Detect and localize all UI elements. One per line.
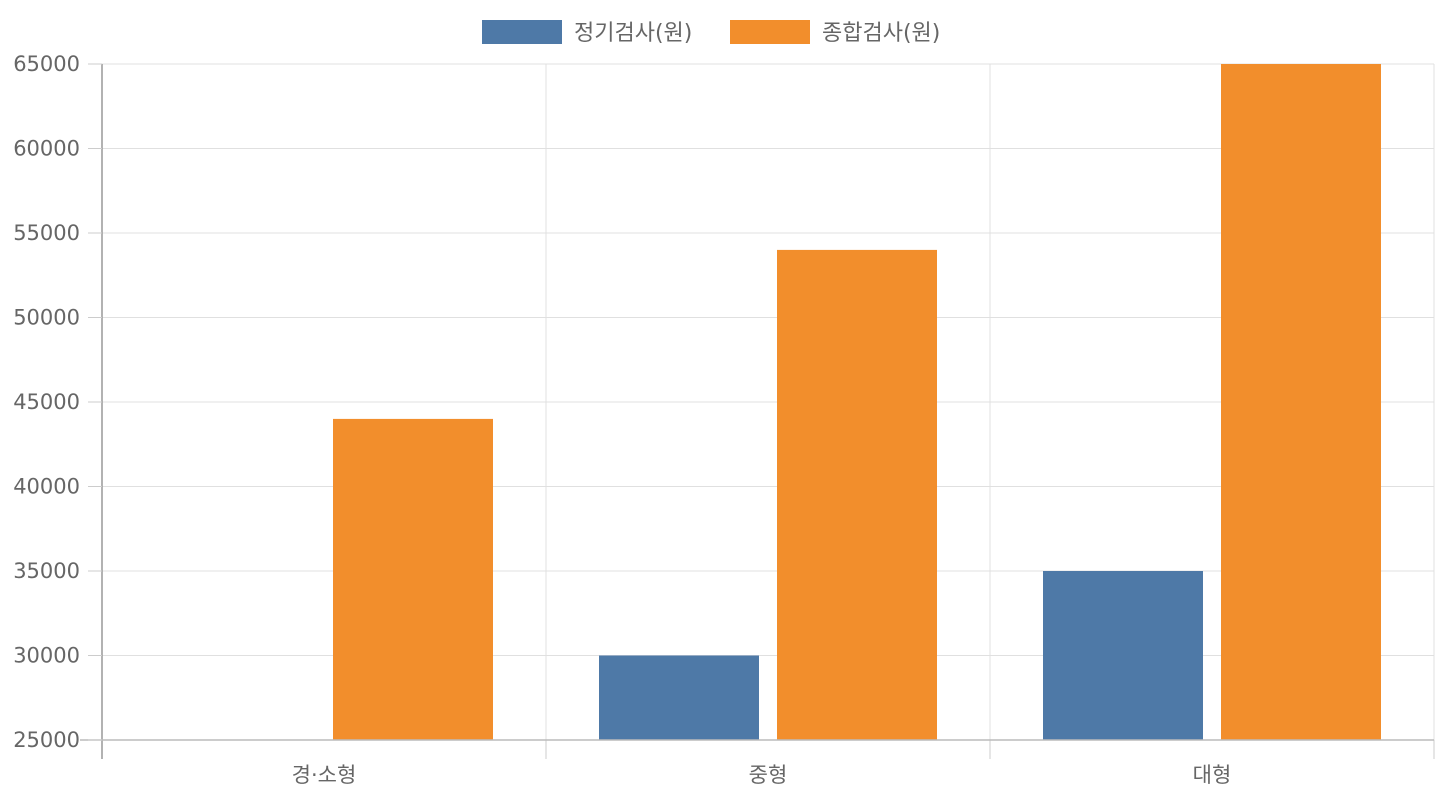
y-tick-label: 25000 xyxy=(13,728,80,752)
x-tick-label: 대형 xyxy=(1193,763,1232,787)
y-tick-label: 50000 xyxy=(13,306,80,330)
y-tick-label: 45000 xyxy=(13,390,80,414)
axes: 65000 60000 55000 50000 45000 40000 35000 30000… xyxy=(13,52,1435,787)
legend-item-regular-inspection[interactable]: 정기검사(원) xyxy=(482,20,692,46)
x-tick-label: 경·소형 xyxy=(292,763,357,787)
bar-comprehensive-inspection[interactable] xyxy=(333,418,493,740)
y-tick-label: 60000 xyxy=(13,137,80,161)
legend-label: 종합검사(원) xyxy=(822,21,940,46)
y-tick-label: 30000 xyxy=(13,644,80,668)
legend-label: 정기검사(원) xyxy=(574,21,692,46)
x-tick-label: 중형 xyxy=(749,763,788,787)
legend[interactable]: 정기검사(원) 종합검사(원) xyxy=(482,20,940,46)
bar-comprehensive-inspection[interactable] xyxy=(777,249,937,740)
y-tick-label: 40000 xyxy=(13,475,80,499)
y-tick-label: 55000 xyxy=(13,221,80,245)
legend-swatch xyxy=(730,20,810,44)
bar-regular-inspection[interactable] xyxy=(1043,571,1203,740)
bar-regular-inspection[interactable] xyxy=(599,655,759,741)
bar-comprehensive-inspection[interactable] xyxy=(1221,64,1381,740)
legend-swatch xyxy=(482,20,562,44)
legend-item-comprehensive-inspection[interactable]: 종합검사(원) xyxy=(730,20,940,46)
y-tick-label: 35000 xyxy=(13,559,80,583)
bars xyxy=(333,64,1381,740)
y-tick-label: 65000 xyxy=(13,52,80,76)
